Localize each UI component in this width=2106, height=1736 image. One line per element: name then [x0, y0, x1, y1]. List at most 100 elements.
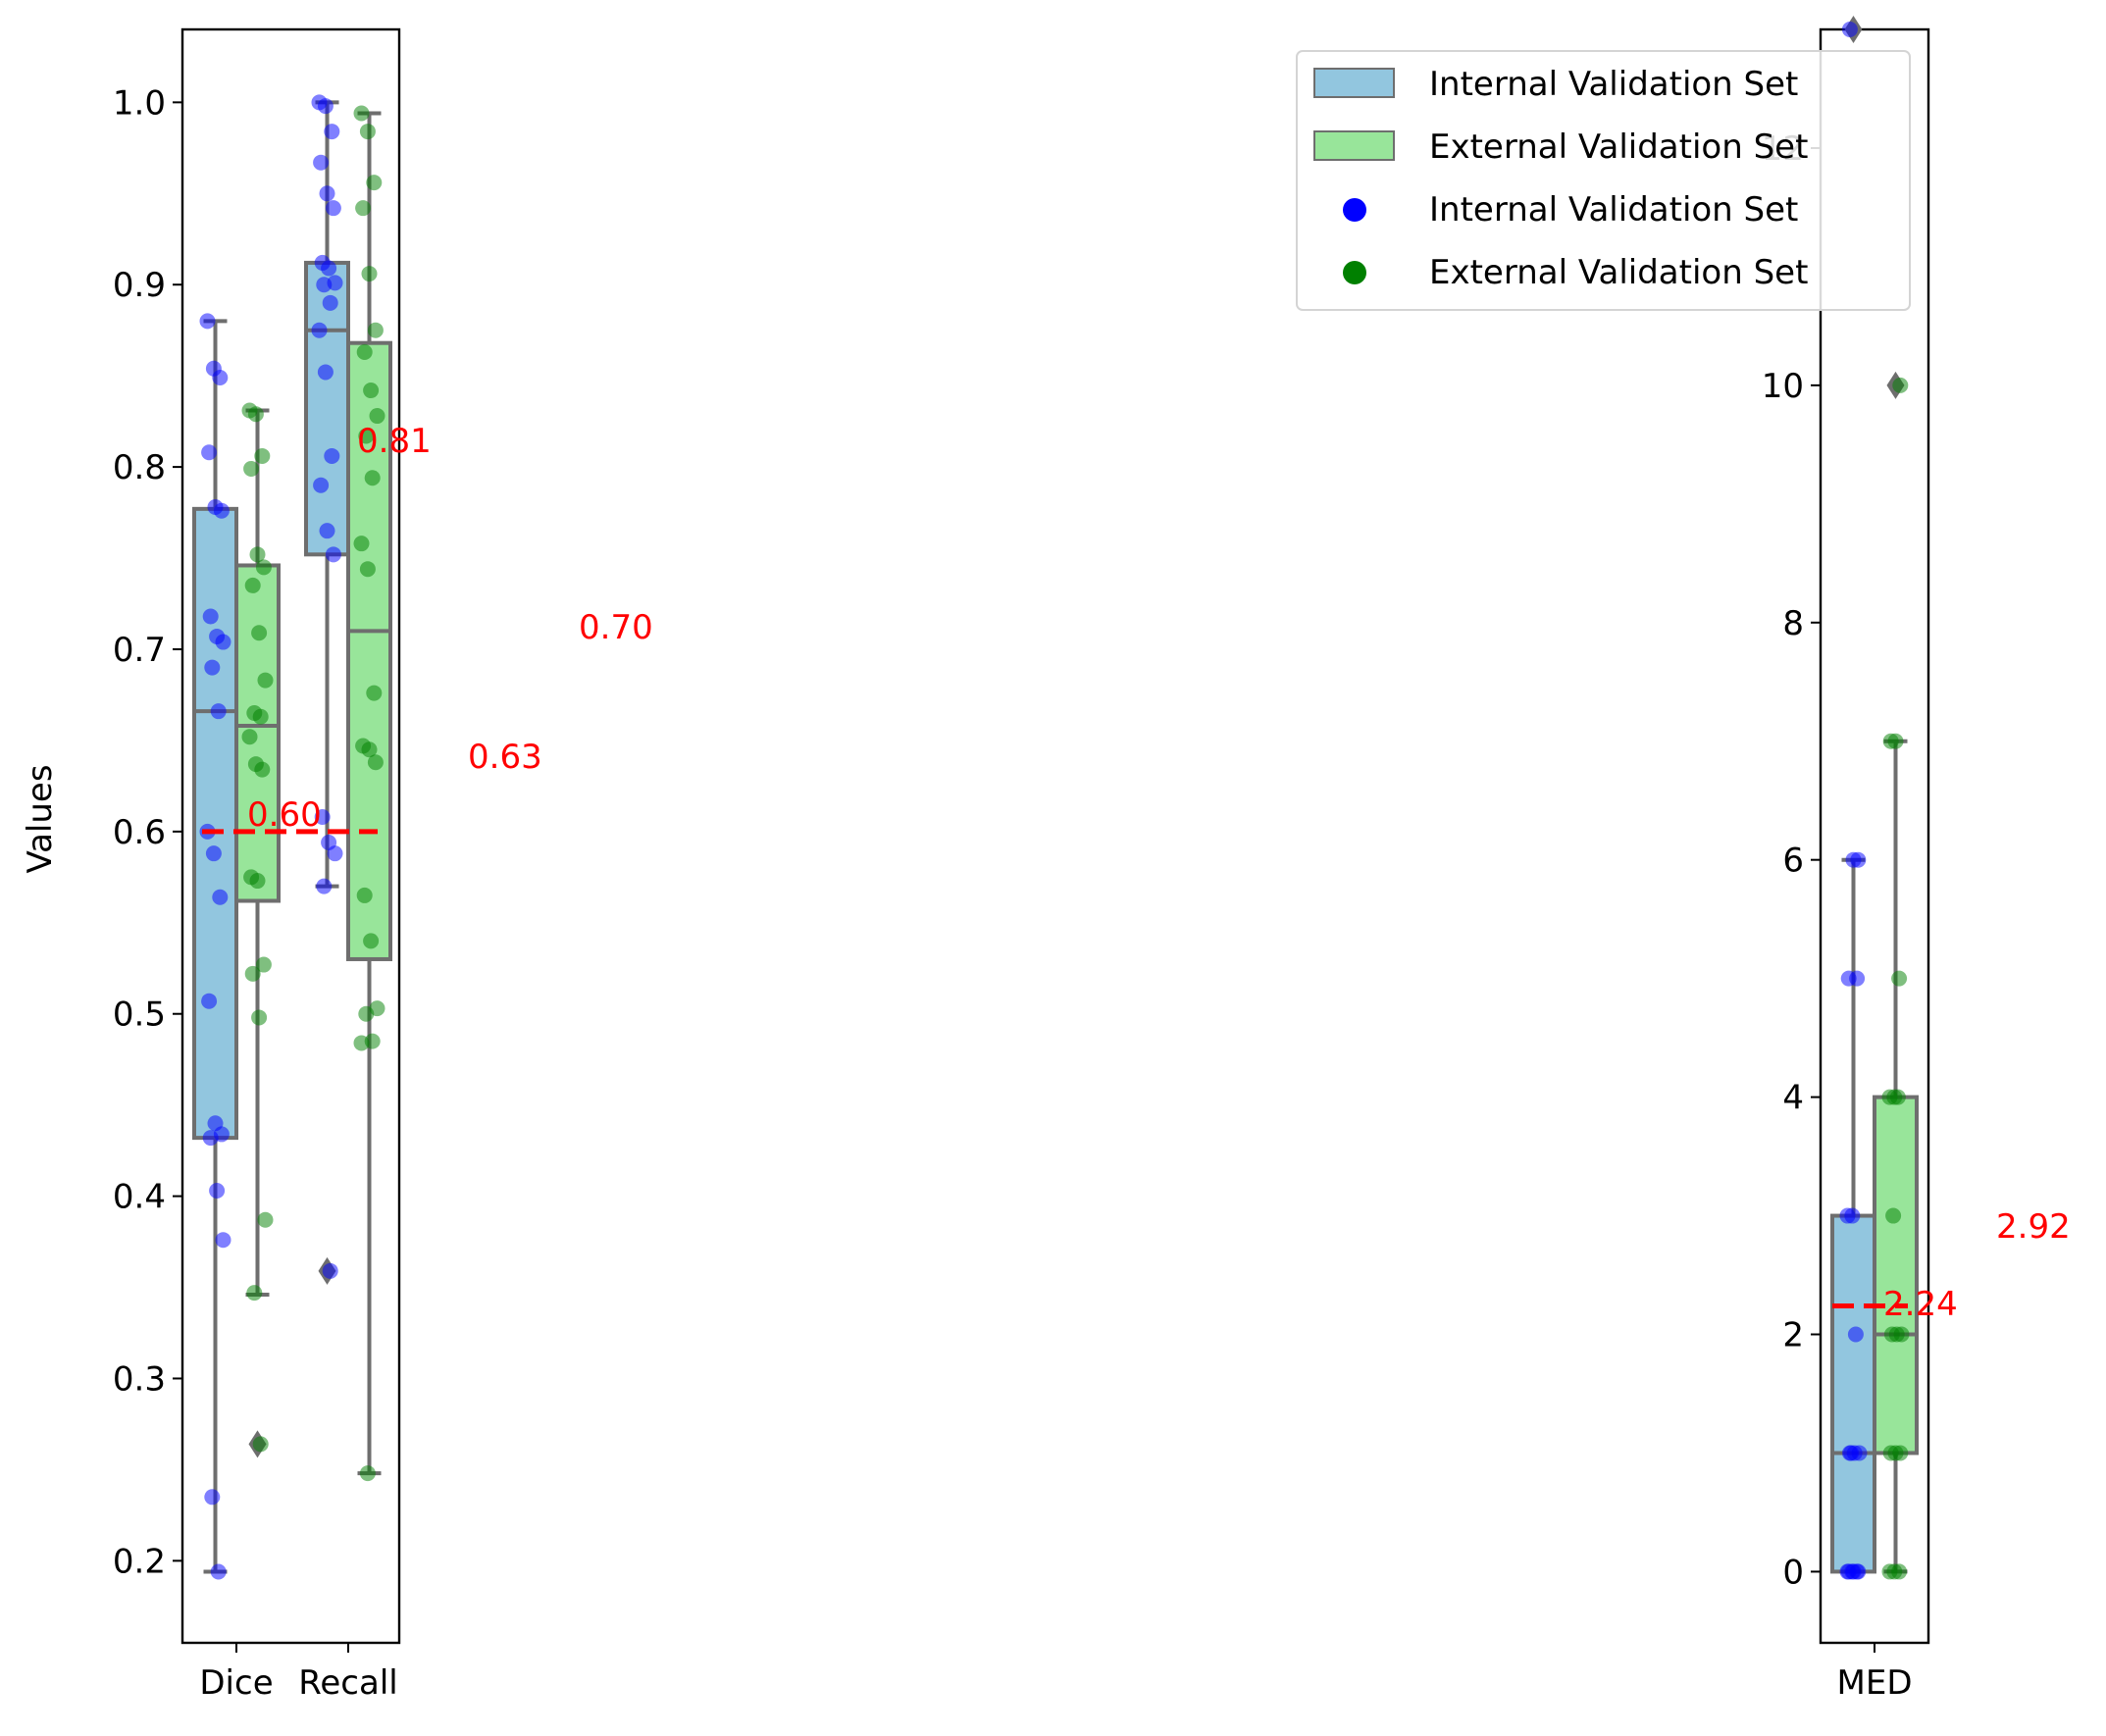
y-tick-label: 0.9 — [113, 266, 166, 305]
data-point — [1893, 1326, 1910, 1343]
data-point — [199, 313, 216, 330]
data-point — [243, 460, 260, 477]
data-point — [311, 322, 328, 338]
data-point — [1892, 377, 1909, 393]
box-body — [192, 506, 238, 1141]
data-point — [205, 845, 222, 862]
mean-line-label: 2.24 — [1883, 1285, 1958, 1324]
data-point — [313, 477, 330, 493]
data-point — [202, 608, 219, 625]
data-point — [366, 685, 383, 701]
data-point — [1840, 970, 1857, 987]
data-point — [1843, 1445, 1860, 1461]
data-point — [325, 200, 341, 217]
data-point — [361, 266, 378, 282]
data-point — [353, 536, 370, 552]
data-point — [1886, 1089, 1903, 1105]
data-point — [367, 754, 384, 771]
data-point — [316, 878, 333, 894]
data-point — [366, 175, 383, 191]
axes-frame — [180, 27, 401, 1645]
data-point — [359, 1465, 376, 1482]
data-point — [361, 741, 378, 758]
data-point — [241, 729, 258, 745]
data-point — [202, 1130, 219, 1147]
data-point — [254, 447, 271, 464]
data-point — [317, 98, 334, 115]
data-point — [319, 185, 335, 202]
data-point — [322, 1262, 338, 1279]
data-point — [204, 1489, 221, 1506]
data-point — [252, 708, 269, 725]
right-subplot: 024681012MED2.24 — [1762, 16, 1958, 1703]
data-point — [246, 1285, 263, 1302]
y-tick-label: 6 — [1782, 842, 1804, 881]
legend-swatch-external-box — [1313, 130, 1395, 161]
x-tick-label: Recall — [298, 1663, 397, 1703]
y-tick-label: 0 — [1782, 1553, 1804, 1592]
data-point — [327, 845, 343, 862]
data-point — [316, 277, 333, 293]
mean-line-label: 0.60 — [247, 795, 322, 835]
data-point — [251, 625, 268, 641]
data-point — [359, 124, 376, 140]
x-tick-label: Dice — [199, 1663, 273, 1703]
data-point — [209, 1183, 226, 1200]
data-point — [247, 406, 264, 423]
data-point — [359, 561, 376, 578]
data-point — [1844, 1207, 1861, 1224]
data-point — [249, 546, 266, 563]
y-tick-label: 0.4 — [113, 1178, 166, 1217]
data-point — [1841, 22, 1858, 37]
data-point — [1885, 1207, 1902, 1224]
data-point — [325, 546, 341, 563]
data-point — [322, 294, 338, 311]
data-point — [358, 428, 375, 444]
data-point — [363, 383, 380, 399]
legend-swatch-internal-box — [1313, 68, 1395, 98]
data-point — [212, 889, 229, 905]
data-point — [255, 559, 272, 576]
box-body — [346, 340, 392, 961]
data-point — [364, 470, 381, 486]
data-point — [1887, 733, 1904, 749]
data-point — [213, 502, 230, 519]
data-point — [1891, 1563, 1908, 1580]
data-point — [324, 447, 340, 464]
data-point — [251, 1009, 268, 1026]
data-point — [353, 105, 370, 122]
legend: Internal Validation Set External Validat… — [1296, 50, 1911, 311]
x-tick-label: MED — [1837, 1663, 1913, 1703]
data-point — [252, 1436, 269, 1453]
data-point — [358, 1005, 375, 1022]
data-point — [324, 124, 340, 140]
data-point — [1892, 1445, 1909, 1461]
legend-label: Internal Validation Set — [1429, 190, 1798, 230]
data-point — [317, 364, 334, 381]
y-tick-label: 1.0 — [113, 83, 166, 123]
y-tick-label: 0.5 — [113, 996, 166, 1035]
legend-marker-internal-points — [1343, 198, 1366, 222]
y-tick-label: 10 — [1762, 367, 1804, 406]
data-point — [314, 808, 331, 825]
data-point — [367, 322, 384, 338]
annotation-value: 2.92 — [1996, 1207, 2071, 1247]
data-point — [1850, 1563, 1867, 1580]
y-axis-label: Values — [21, 764, 60, 873]
data-point — [313, 154, 330, 171]
legend-label: External Validation Set — [1429, 253, 1808, 292]
box-body — [1830, 1213, 1876, 1574]
box-body — [1873, 1095, 1919, 1455]
data-point — [254, 761, 271, 778]
y-tick-label: 2 — [1782, 1316, 1804, 1355]
data-point — [249, 873, 266, 890]
legend-frame — [1296, 50, 1911, 311]
legend-label: External Validation Set — [1429, 128, 1808, 167]
data-point — [321, 260, 337, 277]
data-point — [356, 887, 373, 903]
data-point — [1850, 851, 1867, 868]
data-point — [215, 634, 231, 650]
annotation-value: 0.81 — [357, 422, 432, 461]
data-point — [244, 965, 261, 982]
